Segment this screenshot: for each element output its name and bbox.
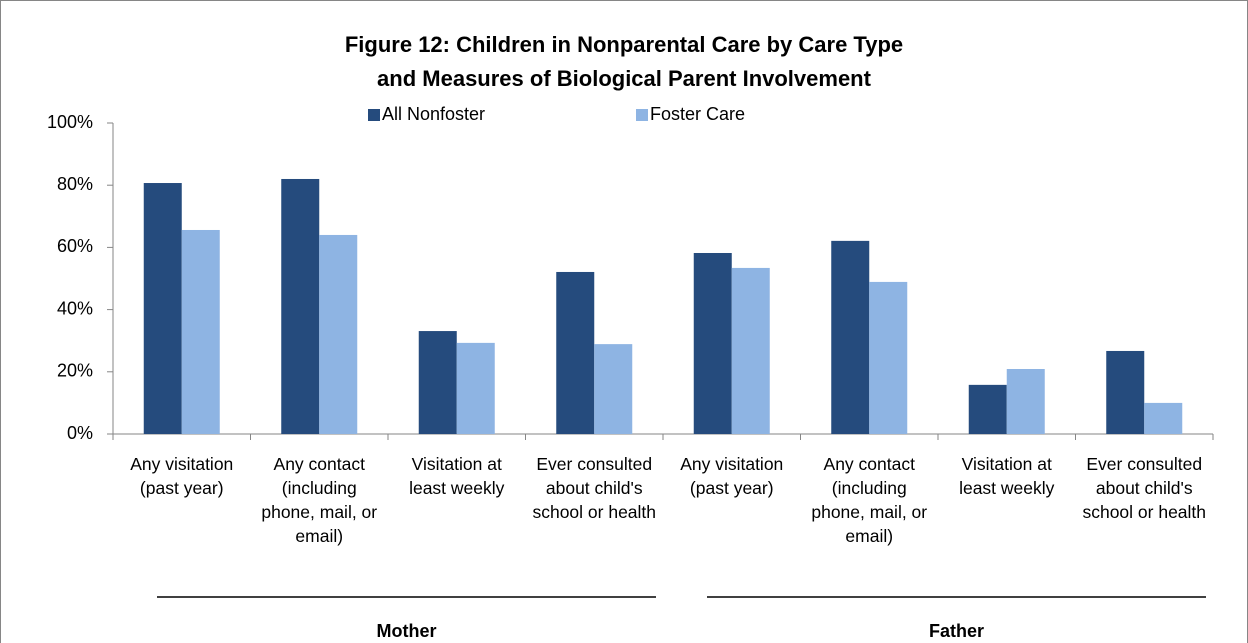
bar [1006, 369, 1045, 434]
bar [456, 342, 495, 434]
bar [968, 384, 1007, 434]
x-tick-label: Visitation at least weekly [409, 454, 505, 498]
bar [418, 331, 457, 434]
bar [281, 178, 320, 434]
bar [693, 252, 732, 434]
y-tick-label: 40% [57, 298, 93, 318]
group-label: Mother [377, 621, 437, 641]
bar [831, 240, 870, 434]
legend-swatch [636, 109, 648, 121]
x-tick-label: Any visitation (past year) [130, 454, 234, 498]
x-tick-label: Ever consulted about child's school or h… [532, 454, 657, 522]
group-label: Father [929, 621, 984, 641]
bar [181, 229, 220, 434]
legend-label: All Nonfoster [382, 104, 485, 124]
x-tick-label: Visitation at least weekly [959, 454, 1055, 498]
bar [1144, 402, 1183, 434]
x-tick-label: Any contact (including phone, mail, or e… [811, 454, 928, 546]
bar [1106, 350, 1145, 434]
x-tick-label: Any visitation (past year) [680, 454, 784, 498]
x-tick-label: Ever consulted about child's school or h… [1082, 454, 1207, 522]
bar [556, 271, 595, 434]
y-tick-label: 20% [57, 361, 93, 381]
chart-title: and Measures of Biological Parent Involv… [377, 66, 872, 91]
chart-title: Figure 12: Children in Nonparental Care … [345, 32, 903, 57]
bar [869, 281, 908, 434]
bar [731, 267, 770, 434]
legend-label: Foster Care [650, 104, 745, 124]
y-tick-label: 0% [67, 423, 93, 443]
x-tick-label: Any contact (including phone, mail, or e… [261, 454, 378, 546]
bar [594, 344, 633, 434]
legend-swatch [368, 109, 380, 121]
bar [143, 183, 182, 434]
bar [319, 234, 358, 434]
y-tick-label: 100% [47, 112, 93, 132]
y-tick-label: 60% [57, 236, 93, 256]
y-tick-label: 80% [57, 174, 93, 194]
